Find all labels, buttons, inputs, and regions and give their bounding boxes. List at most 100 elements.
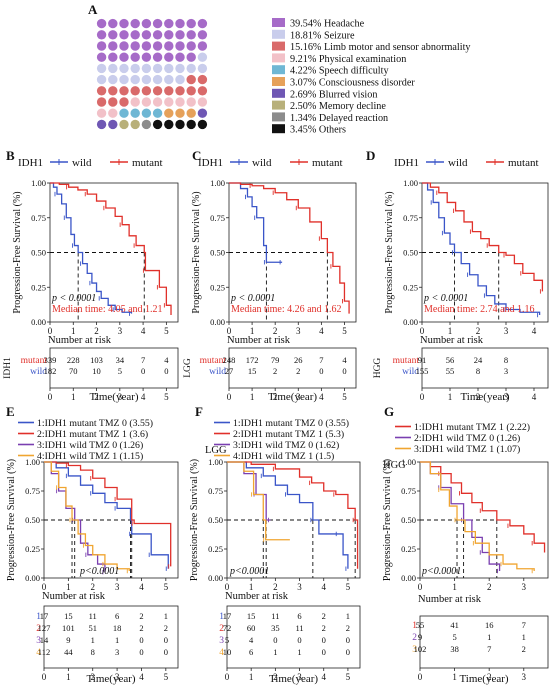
waffle-dot bbox=[119, 108, 129, 118]
x-tick-label: 1 bbox=[452, 672, 457, 682]
x-tick-label: 2 bbox=[273, 582, 278, 592]
risk-value: 6 bbox=[115, 611, 119, 621]
risk-value: 26 bbox=[294, 355, 303, 365]
waffle-dot bbox=[197, 108, 208, 118]
risk-value: 6 bbox=[297, 611, 301, 621]
risk-row-label: mutant bbox=[21, 356, 48, 366]
x-tick-label: 0 bbox=[420, 326, 425, 336]
x-tick-label: 1 bbox=[250, 392, 255, 402]
x-tick-label: 2 bbox=[487, 672, 492, 682]
km-panel-g: 0.00 0.25 0.50 0.75 1.00 0 1 2 3 Progression-Free… bbox=[382, 422, 549, 685]
risk-row-label: 2 bbox=[36, 624, 41, 634]
y-tick-label: 0.00 bbox=[25, 573, 40, 583]
risk-value: 3 bbox=[504, 366, 508, 376]
x-tick-label: 1 bbox=[249, 582, 254, 592]
waffle-dot bbox=[197, 41, 208, 51]
panel-letter-b: B bbox=[6, 148, 15, 163]
x-axis-label: Time(year) bbox=[459, 673, 508, 685]
legend-entry: wild bbox=[252, 157, 272, 169]
panel-letter-c: C bbox=[192, 148, 201, 163]
x-tick-label: 1 bbox=[66, 582, 71, 592]
risk-value: 51 bbox=[88, 623, 97, 633]
x-tick-label: 4 bbox=[532, 326, 537, 336]
x-tick-label: 2 bbox=[273, 392, 278, 402]
km-panel-e: 0.00 0.25 0.50 0.75 1.00 0 1 2 3 4 5 Progression-Fr… bbox=[6, 418, 179, 685]
waffle-dot bbox=[119, 119, 129, 130]
risk-table-frame bbox=[43, 605, 179, 669]
panel-letter-a: A bbox=[88, 2, 98, 17]
panel-letter-e: E bbox=[6, 404, 15, 419]
y-axis-label: Progression-Free Survival (%) bbox=[384, 191, 395, 313]
risk-value: 1 bbox=[487, 632, 491, 642]
legend-entry: 3:IDH1 wild TMZ 0 (1.26) bbox=[37, 440, 143, 451]
waffle-dot bbox=[175, 86, 185, 96]
risk-value: 0 bbox=[273, 635, 277, 645]
x-tick-label: 0 bbox=[420, 392, 425, 402]
waffle-dot bbox=[96, 86, 107, 96]
risk-value: 2 bbox=[322, 623, 326, 633]
risk-value: 11 bbox=[89, 611, 97, 621]
y-tick-label: 1.00 bbox=[210, 178, 225, 188]
x-tick-label: 3 bbox=[115, 582, 120, 592]
waffle-dot bbox=[152, 41, 163, 51]
p-value: p < 0.0001 bbox=[51, 293, 96, 304]
y-tick-label: 0.50 bbox=[403, 248, 418, 258]
y-tick-label: 0.00 bbox=[210, 317, 225, 327]
y-tick-label: 0.75 bbox=[208, 486, 223, 496]
waffle-dot bbox=[175, 18, 185, 29]
legend-entry: 3.45% Others bbox=[290, 125, 346, 136]
waffle-dot bbox=[186, 52, 196, 62]
risk-table-title: Number at risk bbox=[48, 335, 112, 346]
x-tick-label: 1 bbox=[448, 326, 453, 336]
risk-side-label: LGG bbox=[183, 358, 193, 378]
y-tick-label: 0.25 bbox=[210, 282, 225, 292]
y-axis-label: Progression-Free Survival (%) bbox=[6, 459, 17, 581]
y-tick-label: 0.25 bbox=[25, 544, 40, 554]
legend-entry: 4:IDH1 wild TMZ 1 (1.5) bbox=[233, 451, 334, 462]
waffle-dot bbox=[119, 86, 129, 96]
risk-row-label: 2 bbox=[412, 633, 417, 643]
y-axis-label: Progression-Free Survival (%) bbox=[12, 191, 23, 313]
risk-value: 7 bbox=[522, 620, 526, 630]
waffle-dot bbox=[108, 108, 118, 118]
waffle-dot bbox=[108, 41, 118, 51]
risk-value: 248 bbox=[223, 355, 236, 365]
legend-swatch bbox=[272, 77, 285, 86]
risk-value: 0 bbox=[322, 635, 326, 645]
p-value: p < 0.0001 bbox=[423, 293, 468, 304]
km-curve bbox=[229, 182, 350, 314]
legend-entry: 1:IDH1 mutant TMZ 1 (2.22) bbox=[414, 422, 530, 433]
risk-value: 15 bbox=[64, 611, 73, 621]
risk-row-label: 4 bbox=[219, 648, 224, 658]
risk-value: 112 bbox=[38, 647, 50, 657]
risk-value: 3 bbox=[115, 647, 119, 657]
risk-value: 72 bbox=[223, 623, 232, 633]
waffle-dot bbox=[119, 30, 129, 40]
risk-value: 6 bbox=[249, 647, 253, 657]
x-axis-label: Time(year) bbox=[460, 391, 509, 403]
waffle-dot bbox=[197, 86, 208, 96]
legend-swatch bbox=[272, 29, 285, 39]
legend-entry: wild bbox=[72, 157, 92, 169]
legend-entry: 3:IDH1 wild TMZ 0 (1.62) bbox=[233, 440, 339, 451]
risk-value: 155 bbox=[416, 366, 429, 376]
waffle-dot bbox=[197, 63, 208, 74]
risk-value: 17 bbox=[40, 611, 49, 621]
waffle-dot bbox=[164, 18, 174, 29]
risk-row-label: 1 bbox=[219, 612, 224, 622]
risk-value: 8 bbox=[504, 355, 508, 365]
legend-entry: mutant bbox=[132, 157, 163, 169]
risk-value: 2 bbox=[346, 623, 350, 633]
risk-value: 7 bbox=[319, 355, 323, 365]
group-label: HGG bbox=[383, 460, 406, 471]
x-axis-label: Time(year) bbox=[89, 391, 138, 403]
waffle-dot bbox=[108, 74, 118, 85]
waffle-dot bbox=[96, 119, 107, 130]
km-panel-b: 0.000.250.500.751.000 1 2 3 4 5Progression-Fr… bbox=[3, 157, 179, 403]
waffle-dot bbox=[186, 63, 196, 74]
x-tick-label: 2 bbox=[476, 392, 481, 402]
risk-table-title: Number at risk bbox=[418, 594, 482, 605]
risk-value: 1 bbox=[522, 632, 526, 642]
risk-value: 1 bbox=[297, 647, 301, 657]
legend-swatch bbox=[272, 41, 285, 51]
